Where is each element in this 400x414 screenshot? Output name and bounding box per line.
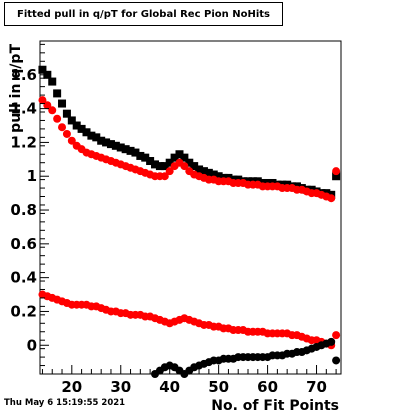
x-axis-title: No. of Fit Points xyxy=(211,398,339,414)
y-tick-label: 1 xyxy=(27,167,37,185)
series-1-point xyxy=(209,170,218,179)
series-1-point xyxy=(126,146,135,155)
series-1-point xyxy=(214,172,223,181)
series-2-point xyxy=(38,96,47,105)
series-1-point xyxy=(155,162,164,171)
series-1-point xyxy=(165,158,174,167)
series-1-point xyxy=(185,158,194,167)
series-1-point xyxy=(106,140,115,149)
timestamp: Thu May 6 15:19:55 2021 xyxy=(4,398,126,408)
series-1-point xyxy=(146,157,155,166)
y-tick-label: 1.6 xyxy=(10,66,37,84)
series-1-point xyxy=(332,172,341,181)
plot-frame xyxy=(39,40,342,375)
series-1-point xyxy=(53,89,62,98)
series-2-point xyxy=(160,172,169,181)
series-1-point xyxy=(82,128,91,137)
chart-title: Fitted pull in q/pT for Global Rec Pion … xyxy=(4,2,283,26)
series-1-point xyxy=(170,153,179,162)
x-tick-label: 40 xyxy=(159,378,180,396)
series-2-point xyxy=(62,129,71,138)
series-1-point xyxy=(92,133,101,142)
y-tick-label: 0.6 xyxy=(10,235,37,253)
series-2-point xyxy=(165,167,174,176)
series-3-point xyxy=(332,331,341,340)
x-tick-label: 50 xyxy=(208,378,229,396)
x-tick-label: 30 xyxy=(110,378,131,396)
x-tick-label: 70 xyxy=(306,378,327,396)
y-axis: 0 0.2 0.4 0.6 0.8 1 1.2 1.4 1.6 xyxy=(10,43,49,375)
x-axis: 20 30 40 50 60 70 xyxy=(41,365,337,396)
series-1-point xyxy=(67,116,76,125)
series-1-point xyxy=(116,143,125,152)
x-tick-label: 60 xyxy=(257,378,278,396)
series-1-point xyxy=(199,167,208,176)
y-tick-label: 0.2 xyxy=(10,302,37,320)
y-tick-label: 0 xyxy=(27,336,37,354)
series-2-point xyxy=(43,101,52,110)
series-2-point xyxy=(67,136,76,145)
y-tick-label: 0.8 xyxy=(10,201,37,219)
series-1-point xyxy=(77,124,86,133)
series-4-point xyxy=(327,337,336,346)
series-1-point xyxy=(141,153,150,162)
y-axis-title: pull in q/pT xyxy=(8,44,24,133)
series-1-point xyxy=(58,99,67,108)
series-2-point xyxy=(58,123,67,132)
series-1-point xyxy=(151,160,160,169)
series-1-point xyxy=(102,138,111,147)
series-1-point xyxy=(97,136,106,145)
series-2-point xyxy=(180,162,189,171)
series-2-point xyxy=(327,194,336,203)
series-1-point xyxy=(87,131,96,140)
data-marks xyxy=(38,65,341,378)
y-tick-label: 1.2 xyxy=(10,133,37,151)
series-4-point xyxy=(332,356,341,365)
series-1-point xyxy=(72,121,81,130)
series-1-point xyxy=(111,141,120,150)
y-tick-label: 0.4 xyxy=(10,269,37,287)
series-1-point xyxy=(195,165,204,174)
series-1-point xyxy=(131,148,140,157)
series-1-point xyxy=(62,109,71,118)
series-1-point xyxy=(160,162,169,171)
series-2-point xyxy=(332,167,341,176)
y-tick-label: 1.4 xyxy=(10,100,37,118)
series-1-point xyxy=(180,153,189,162)
series-2-point xyxy=(53,114,62,123)
series-1-point xyxy=(190,162,199,171)
series-1-point xyxy=(48,77,57,86)
series-1-point xyxy=(121,145,130,154)
series-1-point xyxy=(204,168,213,177)
series-1-point xyxy=(136,151,145,160)
series-2-point xyxy=(48,106,57,115)
series-1-point xyxy=(175,150,184,159)
x-tick-label: 20 xyxy=(61,378,82,396)
